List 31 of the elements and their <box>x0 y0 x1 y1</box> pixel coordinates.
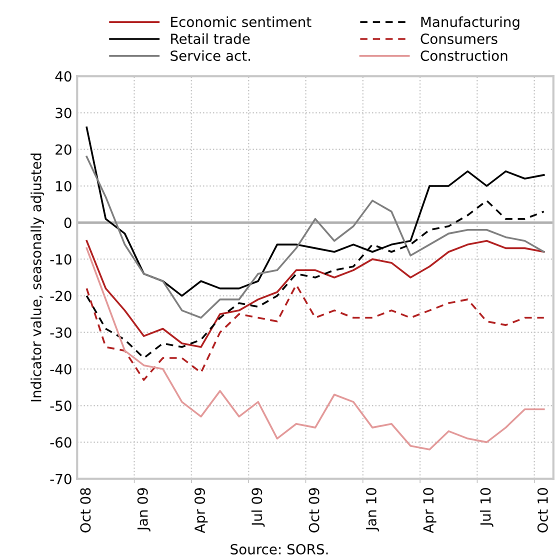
y-tick-label: -20 <box>50 290 72 302</box>
y-tick-label: -40 <box>50 364 72 374</box>
legend-label: Manufacturing <box>421 16 520 30</box>
legend-label: Economic sentiment <box>171 16 312 28</box>
legend-label: Service act. <box>170 50 250 61</box>
x-tick-label: Jul 09 <box>251 488 265 527</box>
x-tick-label: Jul 10 <box>480 488 494 527</box>
y-axis-title: Indicator value, seasonally adjusted <box>30 154 44 402</box>
x-tick-label: Apr 09 <box>194 488 208 534</box>
y-tick-label: -50 <box>50 400 72 412</box>
x-tick-label: Oct 09 <box>308 488 320 532</box>
x-tick-label: Oct 10 <box>537 488 548 532</box>
x-tick-label: Oct 08 <box>80 488 91 532</box>
line-series <box>86 247 545 450</box>
y-tick-label: 10 <box>56 180 72 192</box>
x-tick-label: Apr 10 <box>423 488 436 534</box>
y-tick-label: -30 <box>50 327 72 338</box>
legend-label: Retail trade <box>171 33 250 44</box>
y-tick-label: -70 <box>50 474 72 484</box>
source-note: Source: SORS. <box>230 544 328 555</box>
x-tick-label: Jan 09 <box>137 488 150 532</box>
x-tick-label: Jan 10 <box>366 488 380 532</box>
line-series <box>86 156 545 319</box>
y-tick-label: -10 <box>50 254 72 265</box>
legend-label: Construction <box>420 50 508 61</box>
y-tick-label: 0 <box>64 218 72 228</box>
legend-label: Consumers <box>420 34 498 44</box>
y-tick-label: 30 <box>56 108 72 118</box>
y-tick-label: 40 <box>55 71 72 82</box>
y-tick-label: -60 <box>50 437 72 448</box>
y-tick-label: 20 <box>56 144 72 155</box>
